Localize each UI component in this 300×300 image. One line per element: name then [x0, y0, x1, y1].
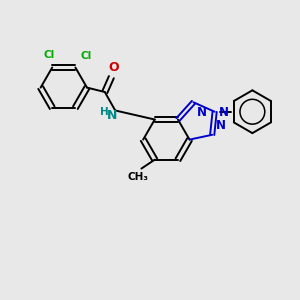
Text: H: H [100, 107, 108, 117]
Text: Cl: Cl [43, 50, 54, 60]
Text: N: N [216, 119, 226, 132]
Text: N: N [107, 109, 117, 122]
Text: N: N [219, 106, 229, 119]
Text: Cl: Cl [81, 51, 92, 61]
Text: CH₃: CH₃ [127, 172, 148, 182]
Text: N: N [197, 106, 207, 119]
Text: O: O [108, 61, 119, 74]
